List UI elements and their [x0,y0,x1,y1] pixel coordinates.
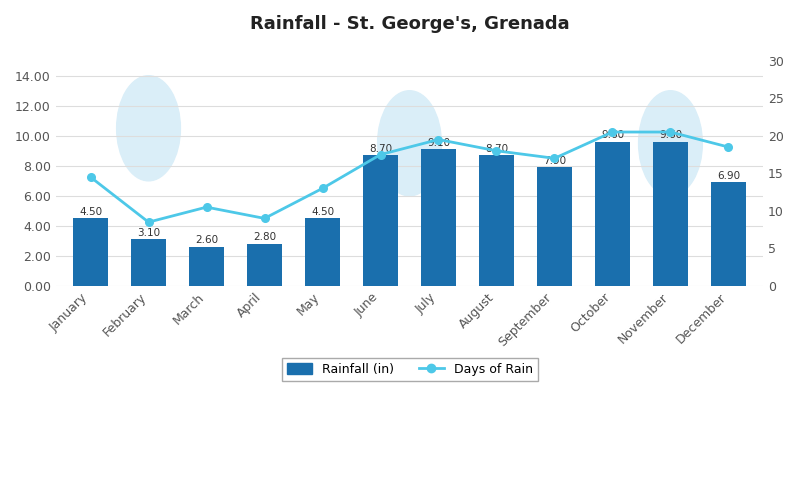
Text: 9.60: 9.60 [659,130,682,140]
Ellipse shape [638,91,702,196]
Bar [711,182,745,286]
Bar [189,247,224,286]
Text: 4.50: 4.50 [311,206,334,217]
Bar [363,155,398,286]
Bar [74,218,108,286]
Bar [537,167,572,286]
Text: 3.10: 3.10 [137,228,160,238]
Title: Rainfall - St. George's, Grenada: Rainfall - St. George's, Grenada [249,15,570,33]
Legend: Rainfall (in), Days of Rain: Rainfall (in), Days of Rain [281,358,538,380]
Ellipse shape [378,91,441,196]
Text: 9.60: 9.60 [601,130,624,140]
Bar [247,244,282,286]
Bar [421,149,456,286]
Bar [131,239,166,286]
Text: 2.80: 2.80 [253,232,276,242]
Bar [305,218,340,286]
Text: 2.60: 2.60 [195,235,218,245]
Text: 8.70: 8.70 [485,143,508,153]
Bar [479,155,514,286]
Bar [595,142,630,286]
Text: 4.50: 4.50 [79,206,102,217]
Text: 6.90: 6.90 [717,171,740,181]
Text: 8.70: 8.70 [369,143,392,153]
Bar [653,142,688,286]
Ellipse shape [117,76,181,181]
Text: 7.90: 7.90 [543,155,566,165]
Text: 9.10: 9.10 [427,138,450,148]
